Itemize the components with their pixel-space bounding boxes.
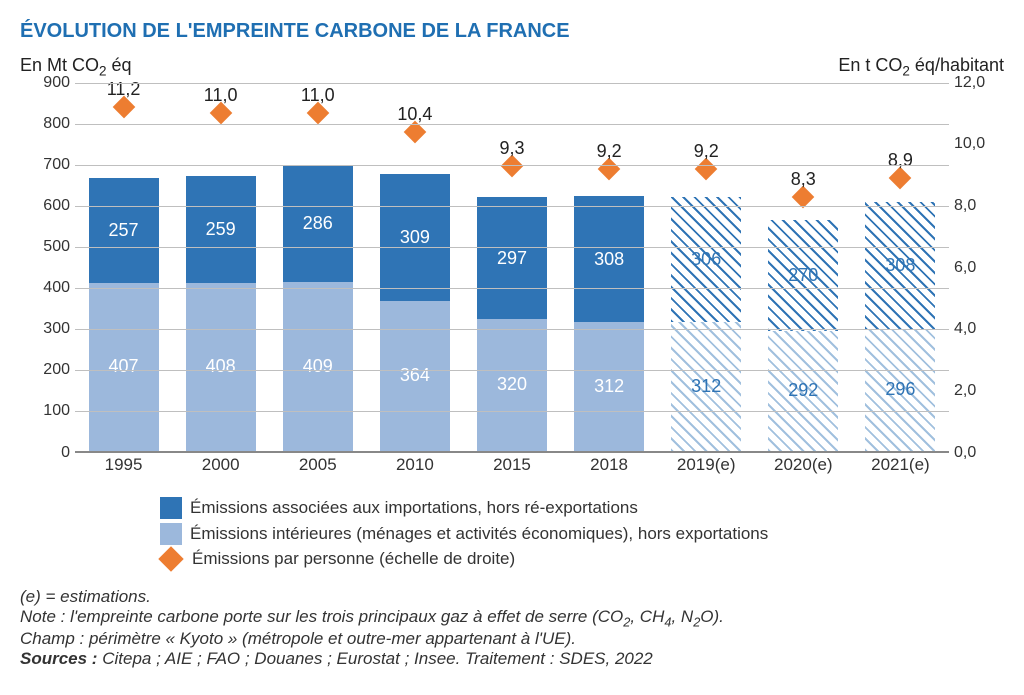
marker-label: 10,4 <box>397 104 432 125</box>
bar-seg-domestic: 320 <box>477 319 547 451</box>
gridline <box>75 165 949 166</box>
bars-container: 25740711,2 259408 11,0 286409 11,0 309364 10,4… <box>75 83 949 451</box>
gridline <box>75 370 949 371</box>
ytick-left: 800 <box>30 115 70 133</box>
marker-label: 8,3 <box>791 169 816 190</box>
x-label: 2015 <box>477 455 547 483</box>
marker-label: 9,2 <box>597 141 622 162</box>
footnote-est: (e) = estimations. <box>20 587 1004 607</box>
legend-swatch-perperson <box>158 546 183 571</box>
gridline <box>75 124 949 125</box>
legend-label-domestic: Émissions intérieures (ménages et activi… <box>190 524 768 544</box>
marker-label: 8,9 <box>888 150 913 171</box>
bar-seg-imports: 309 <box>380 174 450 301</box>
bar-seg-imports: 308 <box>574 196 644 323</box>
gridline <box>75 411 949 412</box>
marker-label: 11,0 <box>301 85 335 106</box>
ytick-left: 900 <box>30 74 70 92</box>
legend-swatch-imports <box>160 497 182 519</box>
bar-column: 308312 9,2 <box>574 83 644 451</box>
bar-seg-domestic: 409 <box>283 282 353 450</box>
x-label: 2020(e) <box>768 455 838 483</box>
ytick-left: 600 <box>30 197 70 215</box>
bar-column: 308296 8,9 <box>865 83 935 451</box>
legend-label-perperson: Émissions par personne (échelle de droit… <box>192 549 515 569</box>
marker-label: 11,0 <box>204 85 238 106</box>
chart-area: 25740711,2 259408 11,0 286409 11,0 309364 10,4… <box>20 83 1004 483</box>
ytick-left: 700 <box>30 156 70 174</box>
bar-column: 309364 10,4 <box>380 83 450 451</box>
bar-column: 25740711,2 <box>89 83 159 451</box>
ytick-right: 6,0 <box>954 259 994 277</box>
ytick-right: 4,0 <box>954 320 994 338</box>
sources-label: Sources : <box>20 649 97 668</box>
bar-seg-domestic: 364 <box>380 301 450 451</box>
bar-seg-domestic: 292 <box>768 331 838 451</box>
legend: Émissions associées aux importations, ho… <box>160 497 1004 569</box>
ytick-left: 200 <box>30 361 70 379</box>
footnote-sources: Sources : Citepa ; AIE ; FAO ; Douanes ;… <box>20 649 1004 669</box>
x-label: 2018 <box>574 455 644 483</box>
ytick-right: 12,0 <box>954 74 994 92</box>
bar-seg-imports: 270 <box>768 220 838 331</box>
bar-seg-domestic: 312 <box>671 322 741 450</box>
bar-column: 286409 11,0 <box>283 83 353 451</box>
legend-row-marker: Émissions par personne (échelle de droit… <box>160 549 1004 569</box>
x-label: 2010 <box>380 455 450 483</box>
bar-seg-imports: 306 <box>671 197 741 323</box>
legend-row-top: Émissions associées aux importations, ho… <box>160 497 1004 519</box>
bar-seg-imports: 308 <box>865 202 935 329</box>
x-label: 2005 <box>283 455 353 483</box>
marker-label: 9,3 <box>499 138 524 159</box>
legend-row-bottom: Émissions intérieures (ménages et activi… <box>160 523 1004 545</box>
ytick-left: 500 <box>30 238 70 256</box>
gridline <box>75 288 949 289</box>
bar-column: 259408 11,0 <box>186 83 256 451</box>
x-label: 2021(e) <box>865 455 935 483</box>
bar-seg-domestic: 407 <box>89 283 159 450</box>
footnote-champ: Champ : périmètre « Kyoto » (métropole e… <box>20 629 1004 649</box>
ytick-left: 400 <box>30 279 70 297</box>
x-axis-labels: 1995 2000 2005 2010 2015 2018 2019(e) 2020(e) 20… <box>75 455 949 483</box>
bar-column: 270292 8,3 <box>768 83 838 451</box>
x-label: 2019(e) <box>671 455 741 483</box>
gridline <box>75 83 949 84</box>
bar-column: 297320 9,3 <box>477 83 547 451</box>
bar-column: 306312 9,2 <box>671 83 741 451</box>
x-label: 2000 <box>186 455 256 483</box>
footnote-note: Note : l'empreinte carbone porte sur les… <box>20 607 1004 629</box>
legend-swatch-domestic <box>160 523 182 545</box>
bar-seg-domestic: 312 <box>574 322 644 450</box>
bar-seg-domestic: 296 <box>865 329 935 451</box>
bar-seg-imports: 286 <box>283 165 353 283</box>
ytick-right: 2,0 <box>954 382 994 400</box>
ytick-left: 300 <box>30 320 70 338</box>
gridline <box>75 206 949 207</box>
ytick-right: 10,0 <box>954 135 994 153</box>
plot-area: 25740711,2 259408 11,0 286409 11,0 309364 10,4… <box>75 83 949 453</box>
gridline <box>75 329 949 330</box>
axis-labels-row: En Mt CO2 éq En t CO2 éq/habitant <box>20 55 1004 79</box>
ytick-right: 0,0 <box>954 444 994 462</box>
bar-seg-imports: 257 <box>89 178 159 284</box>
bar-seg-domestic: 408 <box>186 283 256 451</box>
footnotes: (e) = estimations. Note : l'empreinte ca… <box>20 587 1004 669</box>
chart-title: ÉVOLUTION DE L'EMPREINTE CARBONE DE LA F… <box>20 20 1004 43</box>
legend-label-imports: Émissions associées aux importations, ho… <box>190 498 638 518</box>
x-label: 1995 <box>89 455 159 483</box>
ytick-left: 0 <box>30 444 70 462</box>
gridline <box>75 247 949 248</box>
bar-seg-imports: 259 <box>186 176 256 282</box>
sources-text: Citepa ; AIE ; FAO ; Douanes ; Eurostat … <box>97 649 652 668</box>
ytick-right: 8,0 <box>954 197 994 215</box>
ytick-left: 100 <box>30 402 70 420</box>
bar-seg-imports: 297 <box>477 197 547 319</box>
marker-label: 9,2 <box>694 141 719 162</box>
